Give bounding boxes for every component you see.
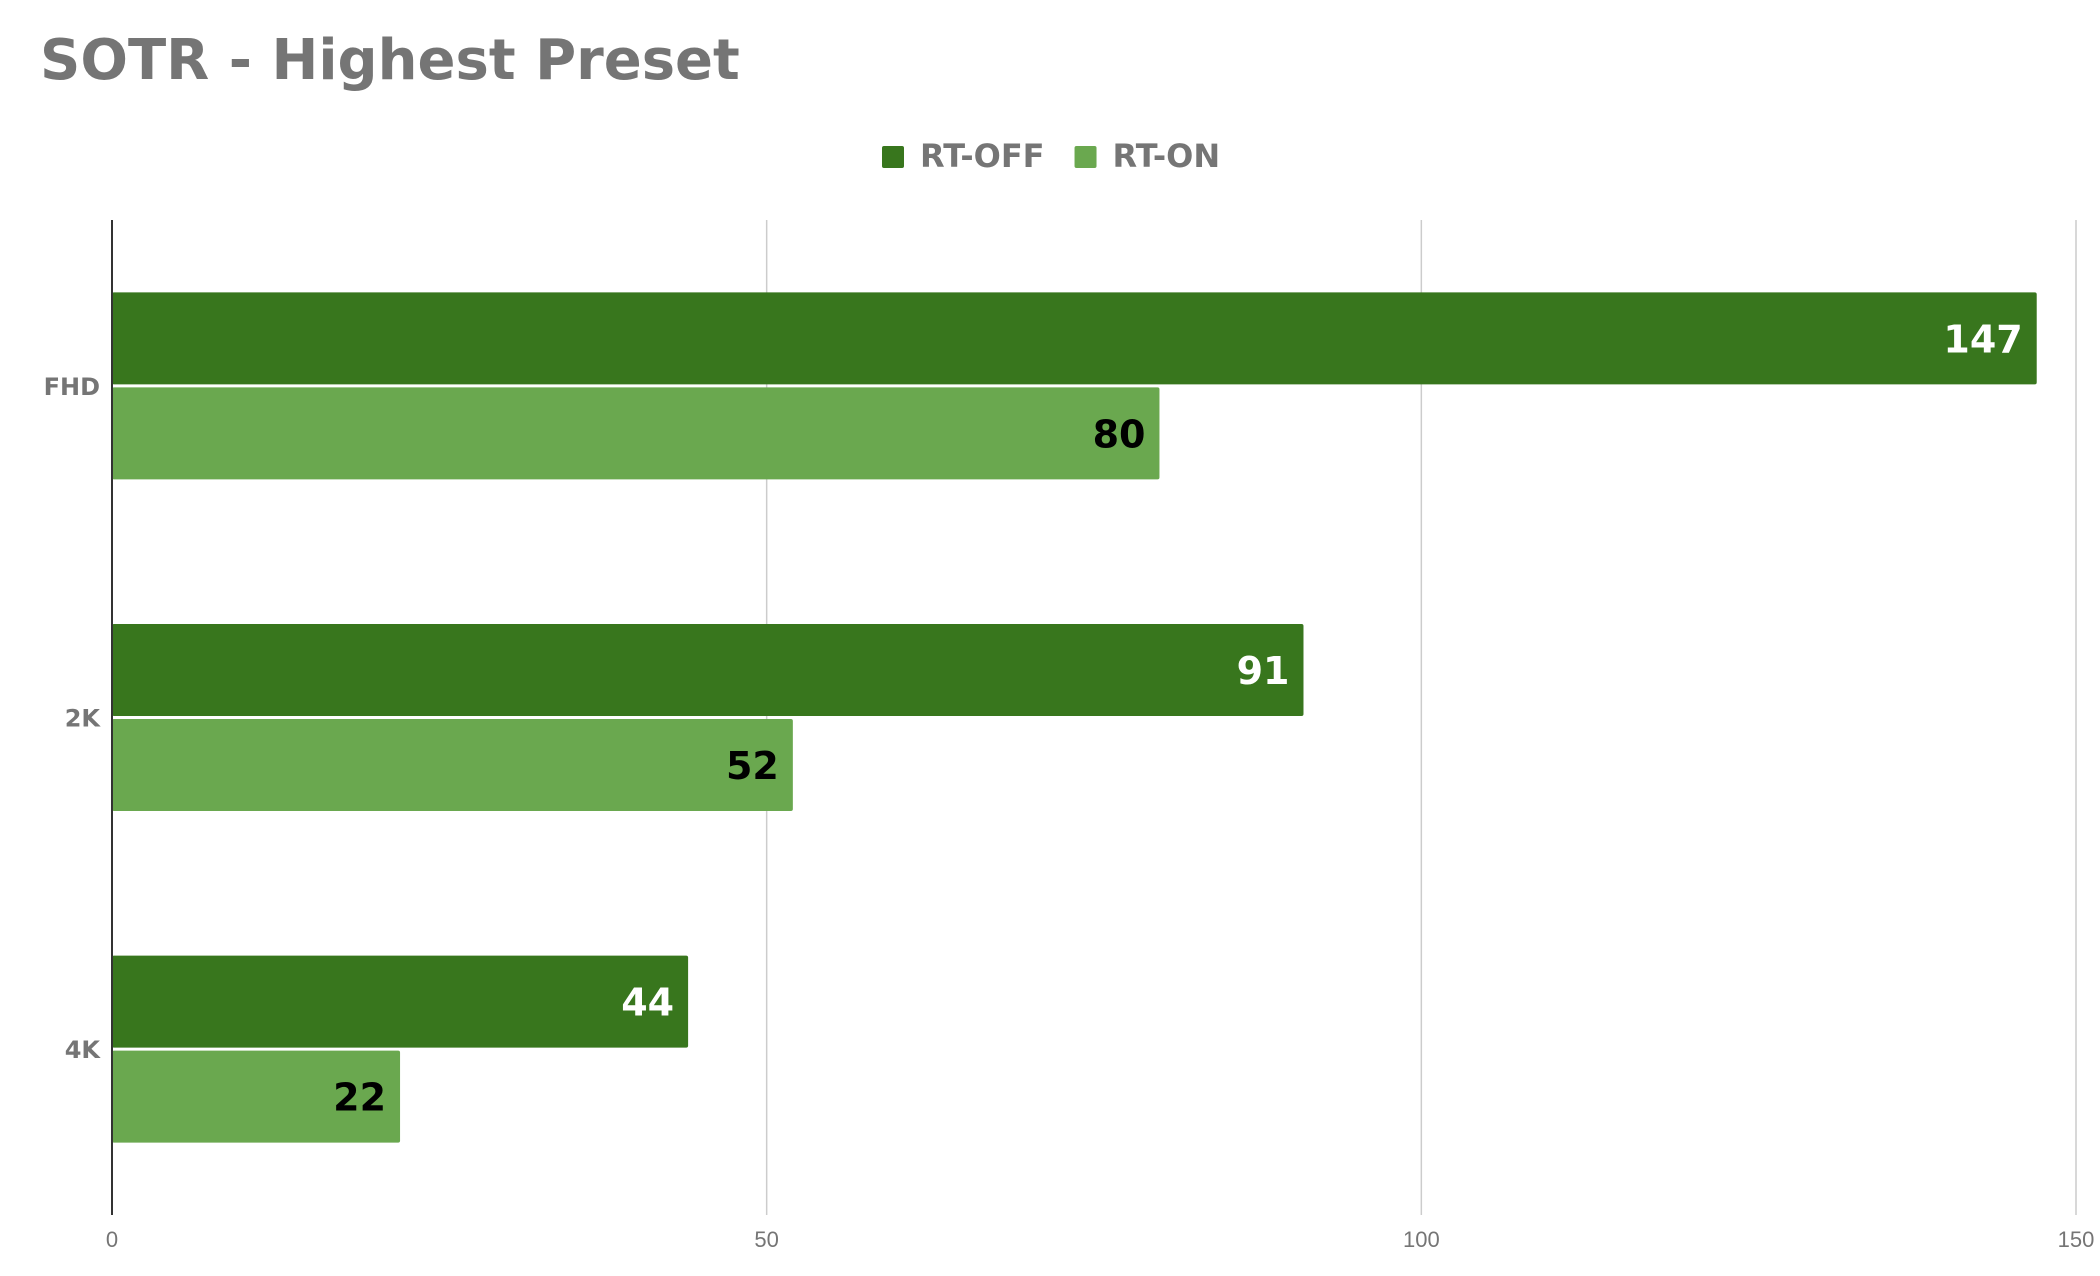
bar-data-label: 52: [726, 744, 779, 788]
x-tick-label: 0: [106, 1227, 118, 1252]
bar: [112, 719, 793, 811]
bar-data-label: 44: [621, 981, 674, 1025]
category-label: 4K: [65, 1036, 102, 1064]
legend-label: RT-ON: [1113, 137, 1221, 175]
chart-title: SOTR - Highest Preset: [40, 28, 740, 93]
bars: [112, 292, 2037, 1143]
legend: RT-OFF RT-ON: [882, 137, 1220, 175]
x-tick-label: 100: [1403, 1227, 1440, 1252]
bar: [112, 955, 689, 1048]
category-label: 2K: [65, 705, 102, 733]
legend-swatch: [1074, 146, 1097, 168]
legend-swatch: [882, 146, 904, 168]
bar: [112, 292, 2037, 385]
x-tick-label: 50: [754, 1227, 778, 1252]
category-label: FHD: [44, 373, 100, 401]
bar-data-label: 22: [333, 1076, 386, 1120]
bar-data-label: 147: [1943, 317, 2022, 361]
x-tick-label: 150: [2058, 1227, 2095, 1252]
legend-label: RT-OFF: [920, 137, 1045, 175]
labels: 0 50 100 150 FHD 147 80 2K 91 52 4K 44 22: [44, 317, 2095, 1252]
bar: [112, 387, 1160, 480]
bar-data-label: 91: [1237, 649, 1290, 693]
bar: [112, 624, 1304, 716]
gridlines: [765, 220, 2077, 1215]
bar: [112, 1050, 401, 1143]
bar-data-label: 80: [1093, 412, 1146, 456]
